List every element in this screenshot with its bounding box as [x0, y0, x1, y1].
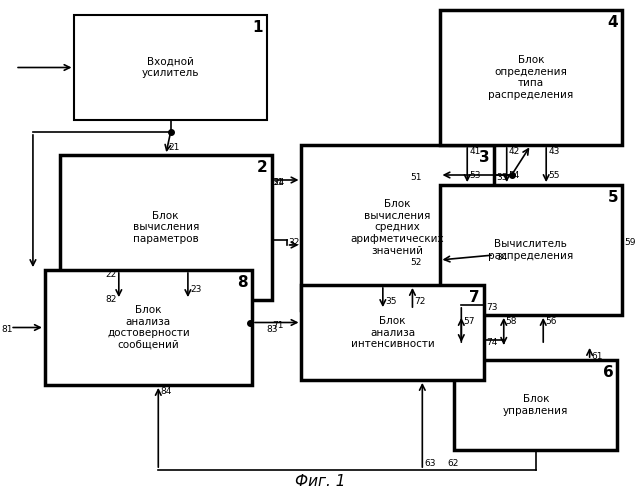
Bar [45, 270, 252, 385]
Text: 72: 72 [415, 297, 426, 306]
Text: 35: 35 [385, 297, 396, 306]
Text: 56: 56 [545, 317, 557, 326]
Text: 7: 7 [470, 290, 480, 305]
Text: 24: 24 [274, 178, 285, 187]
Bar [301, 285, 484, 380]
Text: 54: 54 [508, 171, 520, 180]
Text: 73: 73 [486, 303, 498, 312]
Text: 21: 21 [168, 143, 180, 152]
Text: 22: 22 [105, 270, 117, 279]
Text: 2: 2 [257, 160, 268, 175]
Text: 6: 6 [602, 365, 613, 380]
Text: Блок
определения
типа
распределения: Блок определения типа распределения [488, 55, 574, 100]
Text: 82: 82 [105, 295, 117, 304]
Text: 55: 55 [548, 171, 560, 180]
Text: 58: 58 [506, 317, 517, 326]
Text: Блок
вычисления
средних
арифметических
значений: Блок вычисления средних арифметических з… [351, 200, 445, 256]
Text: 23: 23 [190, 285, 201, 294]
Bar [301, 145, 494, 310]
Text: Входной
усилитель: Входной усилитель [142, 56, 200, 78]
Text: 61: 61 [591, 352, 603, 361]
Text: 51: 51 [410, 173, 422, 182]
Text: 52: 52 [410, 258, 422, 267]
Text: 43: 43 [548, 147, 560, 156]
Text: 83: 83 [267, 324, 278, 334]
Text: Вычислитель
распределения: Вычислитель распределения [488, 239, 574, 261]
Text: 53: 53 [469, 171, 480, 180]
Bar [440, 185, 622, 315]
Text: 74: 74 [486, 338, 498, 347]
Text: Блок
управления: Блок управления [503, 394, 568, 416]
Text: 31: 31 [272, 178, 284, 187]
Text: 32: 32 [288, 238, 300, 247]
Text: 41: 41 [469, 147, 480, 156]
Bar [75, 15, 267, 120]
Text: Блок
анализа
достоверности
сообщений: Блок анализа достоверности сообщений [107, 305, 189, 350]
Text: 34: 34 [496, 253, 507, 262]
Text: 33: 33 [496, 173, 507, 182]
Text: Фиг. 1: Фиг. 1 [295, 474, 345, 490]
Text: 1: 1 [253, 20, 263, 35]
Text: 84: 84 [160, 387, 172, 396]
Bar [454, 360, 617, 450]
Bar [59, 155, 272, 300]
Text: 62: 62 [447, 459, 458, 468]
Text: 8: 8 [237, 275, 248, 290]
Text: 59: 59 [624, 238, 635, 247]
Text: Блок
вычисления
параметров: Блок вычисления параметров [133, 211, 199, 244]
Text: 4: 4 [607, 15, 618, 30]
Text: Блок
анализа
интенсивности: Блок анализа интенсивности [351, 316, 434, 349]
Text: 63: 63 [424, 459, 436, 468]
Text: 42: 42 [508, 147, 520, 156]
Text: 57: 57 [463, 317, 475, 326]
Text: 71: 71 [272, 320, 284, 330]
Text: 5: 5 [607, 190, 618, 205]
Text: 3: 3 [479, 150, 490, 165]
Bar [440, 10, 622, 145]
Text: 81: 81 [2, 326, 13, 334]
